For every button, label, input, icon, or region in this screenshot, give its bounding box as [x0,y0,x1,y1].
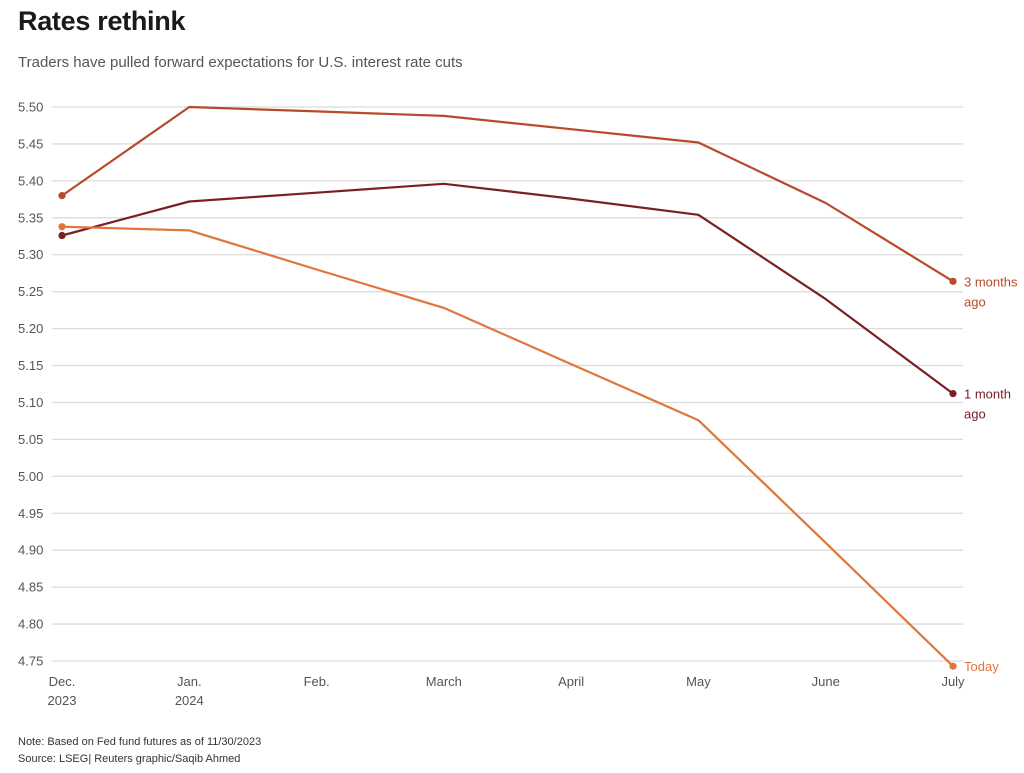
chart-subtitle: Traders have pulled forward expectations… [18,54,463,71]
x-tick-label: July [941,674,965,689]
y-tick-label: 5.10 [18,395,43,410]
series-label: ago [964,407,986,422]
series-endpoint-marker [58,231,66,240]
series-endpoint-marker [58,223,66,231]
chart-title: Rates rethink [18,6,186,36]
footnote: Note: Based on Fed fund futures as of 11… [18,736,262,748]
x-tick-label: April [558,674,584,689]
series-endpoint-marker [949,390,957,398]
series-labels: 3 months ago 1 month ago Today [964,274,1018,674]
series-line [60,182,955,395]
y-tick-label: 4.90 [18,543,43,558]
y-tick-label: 5.50 [18,100,43,115]
series-label: 1 month [964,387,1011,402]
y-tick-label: 5.00 [18,469,43,484]
x-tick-label: 2023 [48,693,77,708]
y-tick-label: 5.05 [18,432,43,447]
x-tick-label: June [812,674,840,689]
y-axis-ticks: 5.50 5.45 5.40 5.35 5.30 5.25 5.20 5.15 5.10 5.05… [18,100,43,669]
y-tick-label: 5.15 [18,358,43,373]
y-tick-label: 5.35 [18,210,43,225]
x-tick-label: Jan. [177,674,202,689]
series-label: ago [964,294,986,309]
x-tick-label: Dec. [49,674,76,689]
series-endpoint-marker [949,662,957,670]
gridlines [52,106,963,662]
y-tick-label: 5.20 [18,321,43,336]
x-tick-label: May [686,674,711,689]
series-line [60,105,955,283]
x-tick-label: 2024 [175,693,204,708]
series-lines [58,105,957,670]
y-tick-label: 4.95 [18,506,43,521]
y-tick-label: 4.80 [18,617,43,632]
series-endpoint-marker [58,192,66,200]
y-tick-label: 5.40 [18,173,43,188]
y-tick-label: 4.75 [18,654,43,669]
series-label: Today [964,659,999,674]
line-chart: 5.50 5.45 5.40 5.35 5.30 5.25 5.20 5.15 5.10 5.05… [18,100,1018,709]
x-tick-label: March [426,674,462,689]
y-tick-label: 4.85 [18,580,43,595]
y-tick-label: 5.25 [18,284,43,299]
x-axis-ticks: Dec. 2023 Jan. 2024 Feb. March April May June Jul… [48,674,966,708]
x-tick-label: Feb. [304,674,330,689]
y-tick-label: 5.45 [18,136,43,151]
source-credit: Source: LSEG| Reuters graphic/Saqib Ahme… [18,753,241,765]
series-line [60,225,955,668]
y-tick-label: 5.30 [18,247,43,262]
series-label: 3 months [964,274,1018,289]
series-endpoint-marker [949,277,957,285]
